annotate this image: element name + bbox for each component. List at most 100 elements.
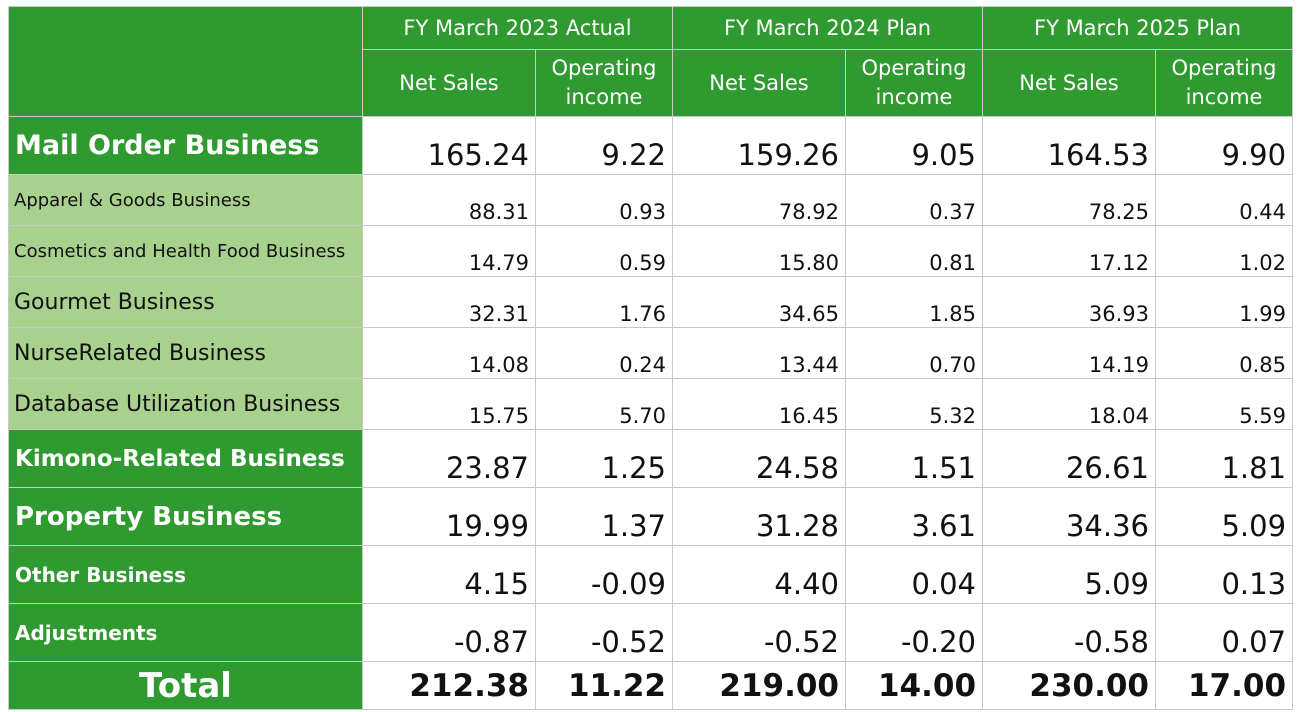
net-sales-value: 159.26 <box>672 116 846 175</box>
operating-income-value: -0.09 <box>535 545 673 604</box>
net-sales-value: -0.52 <box>672 603 846 662</box>
row-label: Kimono-Related Business <box>8 429 363 488</box>
operating-income-value: 1.99 <box>1155 276 1294 328</box>
metric-header-net-sales: Net Sales <box>362 49 536 117</box>
table-row: Property Business 19.99 1.37 31.28 3.61 34.36… <box>8 487 1294 546</box>
net-sales-value: 15.75 <box>362 378 536 430</box>
net-sales-value: 15.80 <box>672 225 846 277</box>
financial-table: FY March 2023 Actual FY March 2024 Plan … <box>8 6 1294 710</box>
net-sales-value: 13.44 <box>672 327 846 379</box>
row-label: Apparel & Goods Business <box>8 174 363 226</box>
net-sales-value: -0.87 <box>362 603 536 662</box>
operating-income-value: 11.22 <box>535 661 673 710</box>
table-row: Database Utilization Business 15.75 5.70 16… <box>8 378 1294 430</box>
net-sales-value: 5.09 <box>982 545 1157 604</box>
table-row: Mail Order Business 165.24 9.22 159.26 9.05 1… <box>8 116 1294 175</box>
row-label: Gourmet Business <box>8 276 363 328</box>
net-sales-value: 219.00 <box>672 661 846 710</box>
net-sales-value: 23.87 <box>362 429 536 488</box>
metric-header-operating-income: Operating income <box>535 49 673 117</box>
net-sales-value: 4.15 <box>362 545 536 604</box>
header-row-metrics: Net Sales Operating income Net Sales Ope… <box>9 49 1294 117</box>
operating-income-value: 14.00 <box>844 661 984 710</box>
metric-header-net-sales: Net Sales <box>672 49 846 117</box>
operating-income-value: 0.93 <box>535 174 673 226</box>
period-header-2025: FY March 2025 Plan <box>982 6 1294 50</box>
table-row: Gourmet Business 32.31 1.76 34.65 1.85 36.93 1… <box>8 276 1294 328</box>
net-sales-value: 78.25 <box>982 174 1157 226</box>
operating-income-value: 5.59 <box>1155 378 1294 430</box>
operating-income-value: 0.85 <box>1155 327 1294 379</box>
operating-income-value: 0.81 <box>844 225 984 277</box>
operating-income-value: 5.70 <box>535 378 673 430</box>
operating-income-value: 0.59 <box>535 225 673 277</box>
net-sales-value: 165.24 <box>362 116 536 175</box>
row-label: NurseRelated Business <box>8 327 363 379</box>
net-sales-value: 18.04 <box>982 378 1157 430</box>
net-sales-value: 88.31 <box>362 174 536 226</box>
operating-income-value: 0.70 <box>844 327 984 379</box>
operating-income-value: -0.52 <box>535 603 673 662</box>
operating-income-value: 5.32 <box>844 378 984 430</box>
net-sales-value: 78.92 <box>672 174 846 226</box>
row-label: Total <box>8 661 363 710</box>
net-sales-value: 36.93 <box>982 276 1157 328</box>
net-sales-value: 24.58 <box>672 429 846 488</box>
row-label: Mail Order Business <box>8 116 363 175</box>
operating-income-value: 1.81 <box>1155 429 1294 488</box>
metric-header-operating-income: Operating income <box>844 49 984 117</box>
row-label: Other Business <box>8 545 363 604</box>
net-sales-value: 26.61 <box>982 429 1157 488</box>
row-label: Property Business <box>8 487 363 546</box>
operating-income-value: 0.24 <box>535 327 673 379</box>
operating-income-value: 17.00 <box>1155 661 1294 710</box>
net-sales-value: 19.99 <box>362 487 536 546</box>
operating-income-value: 5.09 <box>1155 487 1294 546</box>
period-header-2023: FY March 2023 Actual <box>362 6 673 50</box>
period-header-2024: FY March 2024 Plan <box>671 6 984 50</box>
operating-income-value: 1.37 <box>535 487 673 546</box>
operating-income-value: 0.13 <box>1155 545 1294 604</box>
net-sales-value: 14.79 <box>362 225 536 277</box>
table-row: NurseRelated Business 14.08 0.24 13.44 0.70 1… <box>8 327 1294 379</box>
row-label: Database Utilization Business <box>8 378 363 430</box>
row-label: Cosmetics and Health Food Business <box>8 225 363 277</box>
operating-income-value: 1.25 <box>535 429 673 488</box>
metric-header-operating-income: Operating income <box>1155 49 1294 117</box>
net-sales-value: 212.38 <box>362 661 536 710</box>
operating-income-value: 1.76 <box>535 276 673 328</box>
net-sales-value: 34.36 <box>982 487 1157 546</box>
table-row: Cosmetics and Health Food Business 14.79 0… <box>8 225 1294 277</box>
operating-income-value: 1.51 <box>844 429 984 488</box>
table-row: Kimono-Related Business 23.87 1.25 24.58 1.5… <box>8 429 1294 488</box>
table-row: Adjustments -0.87 -0.52 -0.52 -0.20 -0.58 0.07 <box>8 603 1294 662</box>
operating-income-value: 1.85 <box>844 276 984 328</box>
table-row-total: Total 212.38 11.22 219.00 14.00 230.00 17.00 <box>8 661 1294 710</box>
table-row: Apparel & Goods Business 88.31 0.93 78.92 0.… <box>8 174 1294 226</box>
operating-income-value: 9.22 <box>535 116 673 175</box>
row-label: Adjustments <box>8 603 363 662</box>
metric-header-net-sales: Net Sales <box>982 49 1157 117</box>
operating-income-value: 9.90 <box>1155 116 1294 175</box>
net-sales-value: 31.28 <box>672 487 846 546</box>
net-sales-value: -0.58 <box>982 603 1157 662</box>
operating-income-value: 1.02 <box>1155 225 1294 277</box>
net-sales-value: 230.00 <box>982 661 1157 710</box>
operating-income-value: -0.20 <box>844 603 984 662</box>
financial-table-container: FY March 2023 Actual FY March 2024 Plan … <box>8 6 1294 710</box>
net-sales-value: 4.40 <box>672 545 846 604</box>
net-sales-value: 14.08 <box>362 327 536 379</box>
table-body: Mail Order Business 165.24 9.22 159.26 9.05 1… <box>8 116 1294 710</box>
operating-income-value: 0.37 <box>844 174 984 226</box>
header-row-periods: FY March 2023 Actual FY March 2024 Plan … <box>8 6 1294 117</box>
header-corner-cell <box>8 6 363 117</box>
operating-income-value: 0.04 <box>844 545 984 604</box>
table-row: Other Business 4.15 -0.09 4.40 0.04 5.09 0.13 <box>8 545 1294 604</box>
operating-income-value: 0.44 <box>1155 174 1294 226</box>
operating-income-value: 3.61 <box>844 487 984 546</box>
net-sales-value: 164.53 <box>982 116 1157 175</box>
net-sales-value: 16.45 <box>672 378 846 430</box>
net-sales-value: 17.12 <box>982 225 1157 277</box>
net-sales-value: 34.65 <box>672 276 846 328</box>
operating-income-value: 0.07 <box>1155 603 1294 662</box>
